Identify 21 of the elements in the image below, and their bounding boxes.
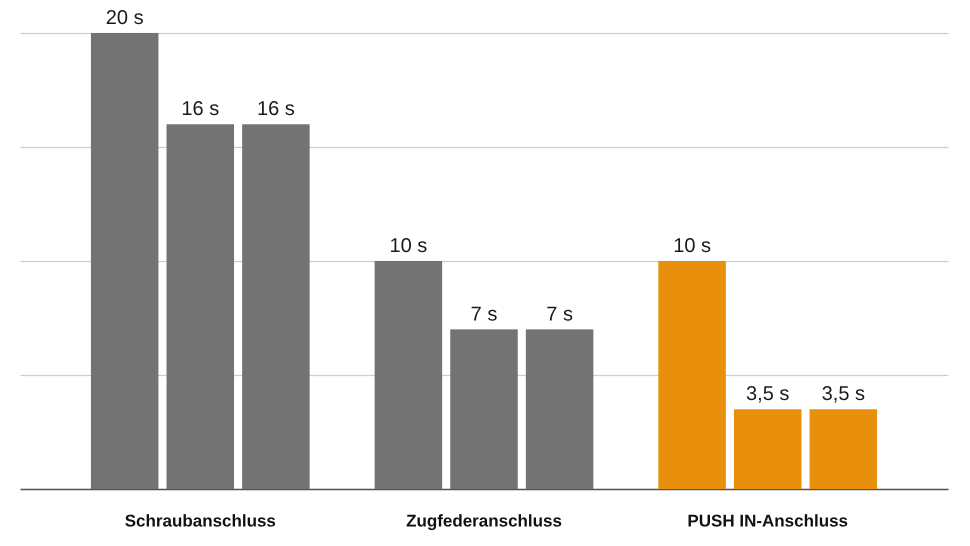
bar bbox=[166, 124, 234, 489]
data-label: 3,5 s bbox=[746, 383, 790, 406]
data-label: 7 s bbox=[546, 303, 573, 326]
bar bbox=[734, 409, 802, 489]
data-label: 7 s bbox=[470, 303, 498, 326]
bar bbox=[242, 124, 310, 489]
data-label: 20 s bbox=[106, 7, 144, 29]
data-label: 10 s bbox=[389, 235, 428, 257]
bar bbox=[90, 33, 158, 489]
x-tick-label: Schraubanschluss bbox=[124, 512, 276, 530]
bar bbox=[658, 261, 726, 489]
bar bbox=[374, 261, 442, 489]
x-tick-label: Zugfederanschluss bbox=[406, 512, 562, 530]
data-label: 10 s bbox=[673, 235, 712, 257]
data-label: 16 s bbox=[256, 98, 295, 120]
x-tick-label: PUSH IN-Anschluss bbox=[687, 512, 848, 530]
bar bbox=[450, 329, 518, 489]
data-label: 3,5 s bbox=[822, 383, 865, 406]
data-label: 16 s bbox=[181, 98, 220, 120]
bar bbox=[526, 329, 594, 489]
bar bbox=[810, 409, 878, 489]
